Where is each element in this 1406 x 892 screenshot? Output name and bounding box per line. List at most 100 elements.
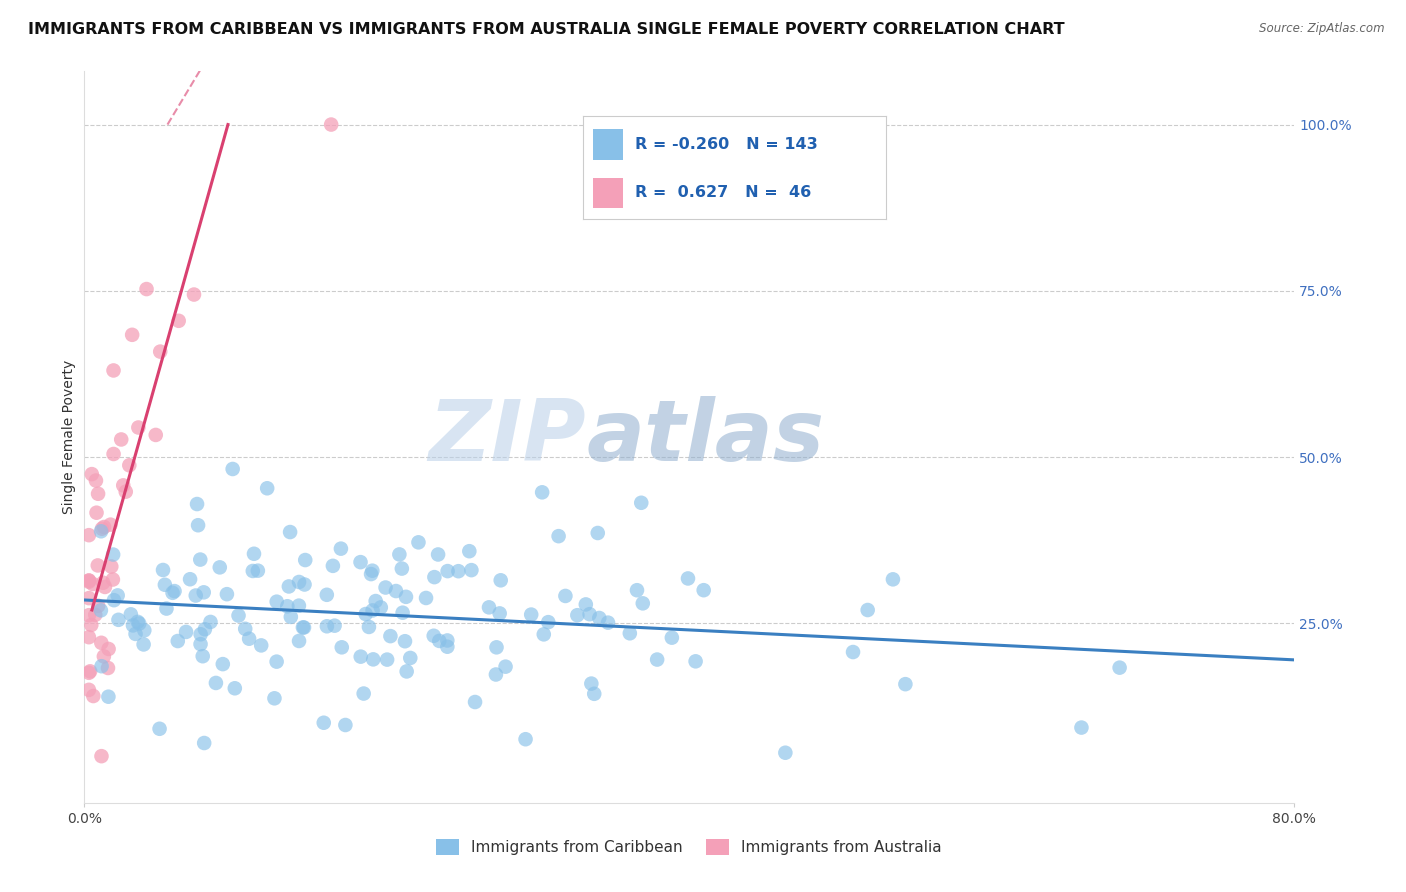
Point [415,591,437,605]
Point [77,682,100,697]
Point [103,447,125,461]
Point [243,547,266,561]
Point [186,497,208,511]
Point [187,518,209,533]
Point [124,627,146,641]
Point [322,558,344,573]
Text: IMMIGRANTS FROM CARIBBEAN VS IMMIGRANTS FROM AUSTRALIA SINGLE FEMALE POVERTY COR: IMMIGRANTS FROM CARIBBEAN VS IMMIGRANTS … [28,22,1064,37]
Point [427,548,450,562]
Point [361,564,384,578]
Point [330,640,353,655]
Point [391,606,413,620]
Point [619,626,641,640]
Point [77,591,100,606]
Text: ZIP: ZIP [429,395,586,479]
Point [77,574,100,588]
Point [280,610,302,624]
Point [188,552,211,566]
Point [84,607,107,622]
Point [77,630,100,644]
Point [385,584,408,599]
Point [423,570,446,584]
Point [361,603,384,617]
Point [250,639,273,653]
Point [460,563,482,577]
Point [148,722,170,736]
Point [93,520,115,534]
Point [163,584,186,599]
Point [100,517,122,532]
Point [200,615,222,629]
Point [349,555,371,569]
Legend: Immigrants from Caribbean, Immigrants from Australia: Immigrants from Caribbean, Immigrants fr… [430,833,948,861]
Point [537,615,560,629]
Point [485,640,508,655]
Point [586,526,609,541]
Point [97,642,120,657]
Point [391,561,413,575]
Point [193,736,215,750]
Point [103,593,125,607]
Point [661,631,683,645]
Point [87,599,110,613]
Point [399,651,422,665]
Point [276,599,298,614]
Text: R = -0.260   N = 143: R = -0.260 N = 143 [636,137,818,153]
Point [191,649,214,664]
Point [135,282,157,296]
Point [77,528,100,542]
Point [395,665,418,679]
Point [1070,721,1092,735]
Point [436,633,458,648]
Point [583,687,606,701]
Point [631,596,654,610]
Point [221,462,243,476]
Point [350,649,373,664]
Point [82,577,104,591]
Point [894,677,917,691]
Point [447,564,470,578]
Point [134,624,156,638]
Point [856,603,879,617]
Point [82,689,104,703]
Point [488,607,510,621]
Point [520,607,543,622]
Point [775,746,797,760]
Point [676,571,699,585]
Point [547,529,569,543]
Point [361,652,384,666]
Point [495,659,517,673]
Point [107,588,129,602]
Point [211,657,233,672]
Bar [592,178,623,208]
Point [205,676,228,690]
Point [630,496,652,510]
Point [167,314,190,328]
Point [394,634,416,648]
Point [79,665,101,679]
Point [107,613,129,627]
Point [256,481,278,495]
Point [596,615,619,630]
Point [162,586,184,600]
Point [1108,660,1130,674]
Point [380,629,402,643]
Point [266,655,288,669]
Point [179,572,201,586]
Point [127,615,149,629]
Point [194,622,217,636]
Point [228,608,250,623]
Point [127,420,149,434]
Point [208,560,231,574]
Point [110,433,132,447]
Point [291,620,314,634]
Point [246,564,269,578]
Point [112,478,135,492]
Text: atlas: atlas [586,395,824,479]
Point [101,573,124,587]
Point [323,618,346,632]
Point [266,595,288,609]
Point [588,611,610,625]
Point [145,428,167,442]
Point [91,522,114,536]
